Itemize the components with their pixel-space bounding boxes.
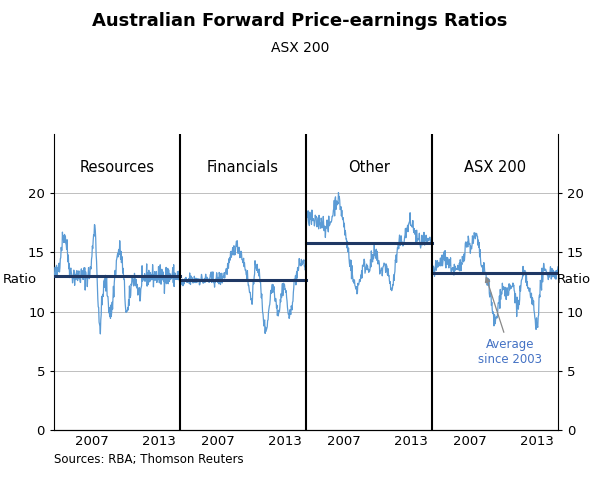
- Text: Australian Forward Price-earnings Ratios: Australian Forward Price-earnings Ratios: [92, 12, 508, 30]
- Text: Average
since 2003: Average since 2003: [478, 278, 542, 366]
- Text: Ratio: Ratio: [3, 273, 37, 286]
- Text: Sources: RBA; Thomson Reuters: Sources: RBA; Thomson Reuters: [54, 453, 244, 466]
- Text: ASX 200: ASX 200: [464, 160, 526, 175]
- Text: ASX 200: ASX 200: [271, 41, 329, 54]
- Text: Resources: Resources: [79, 160, 155, 175]
- Text: Other: Other: [348, 160, 390, 175]
- Text: Ratio: Ratio: [557, 273, 591, 286]
- Text: Financials: Financials: [207, 160, 279, 175]
